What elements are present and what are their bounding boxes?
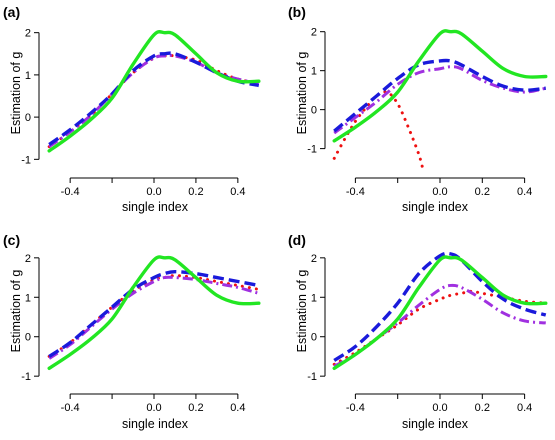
y-tick-label: -1 (307, 371, 317, 383)
plot-area (47, 30, 261, 153)
y-tick-label: 1 (311, 292, 317, 304)
dotted-curve (47, 53, 261, 149)
x-tick-label: 0.4 (517, 402, 532, 414)
y-tick-label: 1 (25, 292, 31, 304)
x-tick-label: 0.4 (230, 402, 245, 414)
panel-label: (c) (3, 232, 20, 248)
solid-curve (332, 255, 548, 370)
solid-curve (47, 30, 261, 153)
panel-label: (b) (288, 4, 306, 20)
y-tick-label: 0 (25, 332, 31, 344)
x-tick-label: -0.4 (61, 186, 80, 198)
dashdot-curve (333, 283, 546, 368)
dashed-curve (333, 251, 547, 362)
x-tick-label: -0.4 (346, 186, 365, 198)
panel-label: (d) (288, 232, 306, 248)
y-tick-label: 2 (25, 28, 31, 40)
x-tick-label: 0.4 (230, 186, 245, 198)
y-axis-title: Estimation of g (9, 270, 23, 353)
axes: -0.4 0.0 0.2 0.4 -1 0 1 2 (21, 253, 245, 414)
x-tick-label: 0.0 (146, 402, 161, 414)
x-tick-label: 0.4 (517, 186, 532, 198)
axes: -0.4 0.0 0.2 0.4 -1 0 1 2 (307, 27, 532, 198)
y-tick-label: 1 (25, 70, 31, 82)
y-tick-label: 2 (311, 27, 317, 39)
x-axis-title: single index (402, 200, 469, 214)
x-tick-label: 0.0 (432, 186, 447, 198)
y-axis-title: Estimation of g (9, 52, 23, 135)
y-tick-label: 0 (25, 112, 31, 124)
y-axis-title: Estimation of g (295, 270, 309, 353)
solid-curve (332, 29, 548, 143)
solid-curve (47, 255, 261, 370)
dotted-curve (332, 289, 548, 366)
x-axis-title: single index (122, 200, 189, 214)
plot-area (332, 29, 548, 172)
x-tick-label: -0.4 (61, 402, 80, 414)
x-tick-label: 0.2 (475, 186, 490, 198)
panel-b: (b) Estimation of g single index -0.4 0.0… (288, 4, 548, 214)
x-tick-label: 0.0 (432, 402, 447, 414)
y-tick-label: 0 (311, 332, 317, 344)
panel-a: (a) Estimation of g single index -0.4 0.0… (3, 4, 261, 214)
y-tick-label: 1 (311, 66, 317, 78)
y-tick-label: -1 (307, 144, 317, 156)
axes: -0.4 0.0 0.2 0.4 -1 0 1 2 (307, 253, 532, 414)
y-tick-label: 2 (25, 253, 31, 265)
x-tick-label: 0.0 (146, 186, 161, 198)
dashed-curve (48, 51, 260, 146)
panel-d: (d) Estimation of g single index -0.4 0.0… (288, 232, 548, 431)
y-axis-title: Estimation of g (295, 52, 309, 135)
plot-area (47, 255, 261, 370)
y-tick-label: -1 (21, 154, 31, 166)
dashed-curve (333, 58, 546, 133)
panel-label: (a) (3, 4, 20, 20)
x-axis-title: single index (402, 417, 469, 431)
panel-c: (c) Estimation of g single index -0.4 0.0… (3, 232, 261, 431)
dotted-curve (47, 274, 261, 358)
dashdot-curve (333, 65, 547, 135)
dashdot-curve (48, 53, 260, 148)
dashed-curve (48, 269, 260, 358)
y-tick-label: 0 (311, 105, 317, 117)
x-tick-label: 0.2 (188, 186, 203, 198)
y-tick-label: 2 (311, 253, 317, 265)
axes: -0.4 0.0 0.2 0.4 -1 0 1 2 (21, 28, 245, 198)
y-tick-label: -1 (21, 371, 31, 383)
plot-area (332, 251, 548, 370)
x-tick-label: 0.2 (188, 402, 203, 414)
x-axis-title: single index (122, 417, 189, 431)
x-tick-label: -0.4 (346, 402, 365, 414)
x-tick-label: 0.2 (475, 402, 490, 414)
